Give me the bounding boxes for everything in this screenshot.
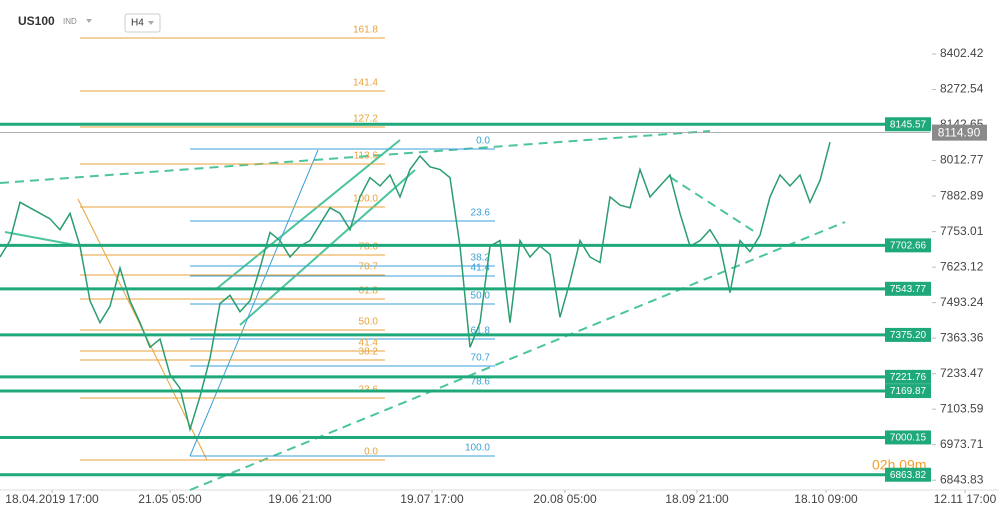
level-label: 7000.15 [890, 433, 927, 444]
level-label: 7375.20 [890, 330, 927, 341]
y-tick-label: 7103.59 [940, 401, 984, 415]
level-tag [885, 117, 931, 132]
level-label: 7169.87 [890, 386, 927, 397]
symbol: US100 [18, 14, 55, 28]
x-tick-label: 21.05 05:00 [138, 492, 202, 506]
fib-label: 38.2 [471, 253, 491, 264]
fib-label: 41.4 [359, 338, 379, 349]
fib-label: 0.0 [476, 136, 490, 147]
x-tick-label: 19.07 17:00 [400, 492, 464, 506]
fib-label: 23.6 [471, 208, 491, 219]
drawings [0, 37, 846, 491]
current-price-label: 8114.90 [938, 125, 981, 139]
fib-label: 78.6 [471, 377, 491, 388]
level-tag [885, 384, 931, 399]
fib-label: 38.2 [359, 347, 379, 358]
y-tick-label: 7493.24 [940, 295, 984, 309]
fib-label: 113.6 [354, 151, 379, 162]
fib-label: 127.2 [353, 114, 378, 125]
dropdown-arrow[interactable] [86, 19, 92, 23]
fib-label: 50.0 [359, 317, 379, 328]
fib-label: 70.7 [359, 262, 379, 273]
y-tick-label: 8272.54 [940, 82, 984, 96]
fib-label: 78.6 [359, 242, 379, 253]
fib-label: 50.0 [471, 291, 491, 302]
y-tick-label: 7623.12 [940, 259, 984, 273]
trendline [669, 176, 756, 233]
level-label: 7702.66 [890, 241, 927, 252]
fib-label: 100.0 [353, 194, 378, 205]
x-tick-label: 12.11 17:00 [934, 492, 997, 506]
timeframe[interactable]: H4 [131, 18, 144, 29]
x-tick-label: 20.08 05:00 [533, 492, 597, 506]
fib-label: 70.7 [471, 353, 491, 364]
x-tick-label: 18.04.2019 17:00 [5, 492, 99, 506]
fib-swing [189, 149, 319, 457]
dropdown-arrow[interactable] [148, 21, 154, 25]
fib-label: 141.4 [353, 78, 378, 89]
x-tick-label: 19.06 21:00 [268, 492, 332, 506]
level-tag [885, 238, 931, 253]
level-tag [885, 430, 931, 445]
channel-line [214, 139, 401, 291]
symbol-type: IND [63, 17, 77, 26]
y-tick-label: 8402.42 [940, 46, 984, 60]
level-tag [885, 281, 931, 296]
current-price-tag [932, 124, 987, 141]
trendline [189, 221, 846, 491]
channel-line [4, 231, 76, 246]
fib-label: 0.0 [364, 447, 378, 458]
y-tick-label: 6973.71 [940, 437, 984, 451]
level-tag [885, 369, 931, 384]
level-label: 7543.77 [890, 284, 927, 295]
timeframe-select[interactable] [124, 13, 161, 33]
y-tick-label: 7363.36 [940, 330, 984, 344]
y-tick-label: 8012.77 [940, 153, 984, 167]
level-label: 7221.76 [890, 372, 927, 383]
fib-label: 41.4 [471, 263, 491, 274]
y-tick-label: 6843.83 [940, 472, 984, 486]
level-tag [885, 467, 931, 482]
level-tag [885, 327, 931, 342]
trendline [0, 130, 711, 184]
y-tick-label: 7233.47 [940, 366, 984, 380]
x-tick-label: 18.10 09:00 [794, 492, 858, 506]
level-label: 6863.82 [890, 470, 927, 481]
y-tick-label: 7753.01 [940, 224, 984, 238]
fib-label: 100.0 [465, 443, 490, 454]
x-tick-label: 18.09 21:00 [665, 492, 729, 506]
level-label: 8145.57 [890, 119, 927, 130]
fib-label: 161.8 [353, 25, 378, 36]
fib-label: 61.8 [471, 326, 491, 337]
fib-label: 61.8 [359, 286, 379, 297]
y-tick-label: 7882.89 [940, 188, 984, 202]
